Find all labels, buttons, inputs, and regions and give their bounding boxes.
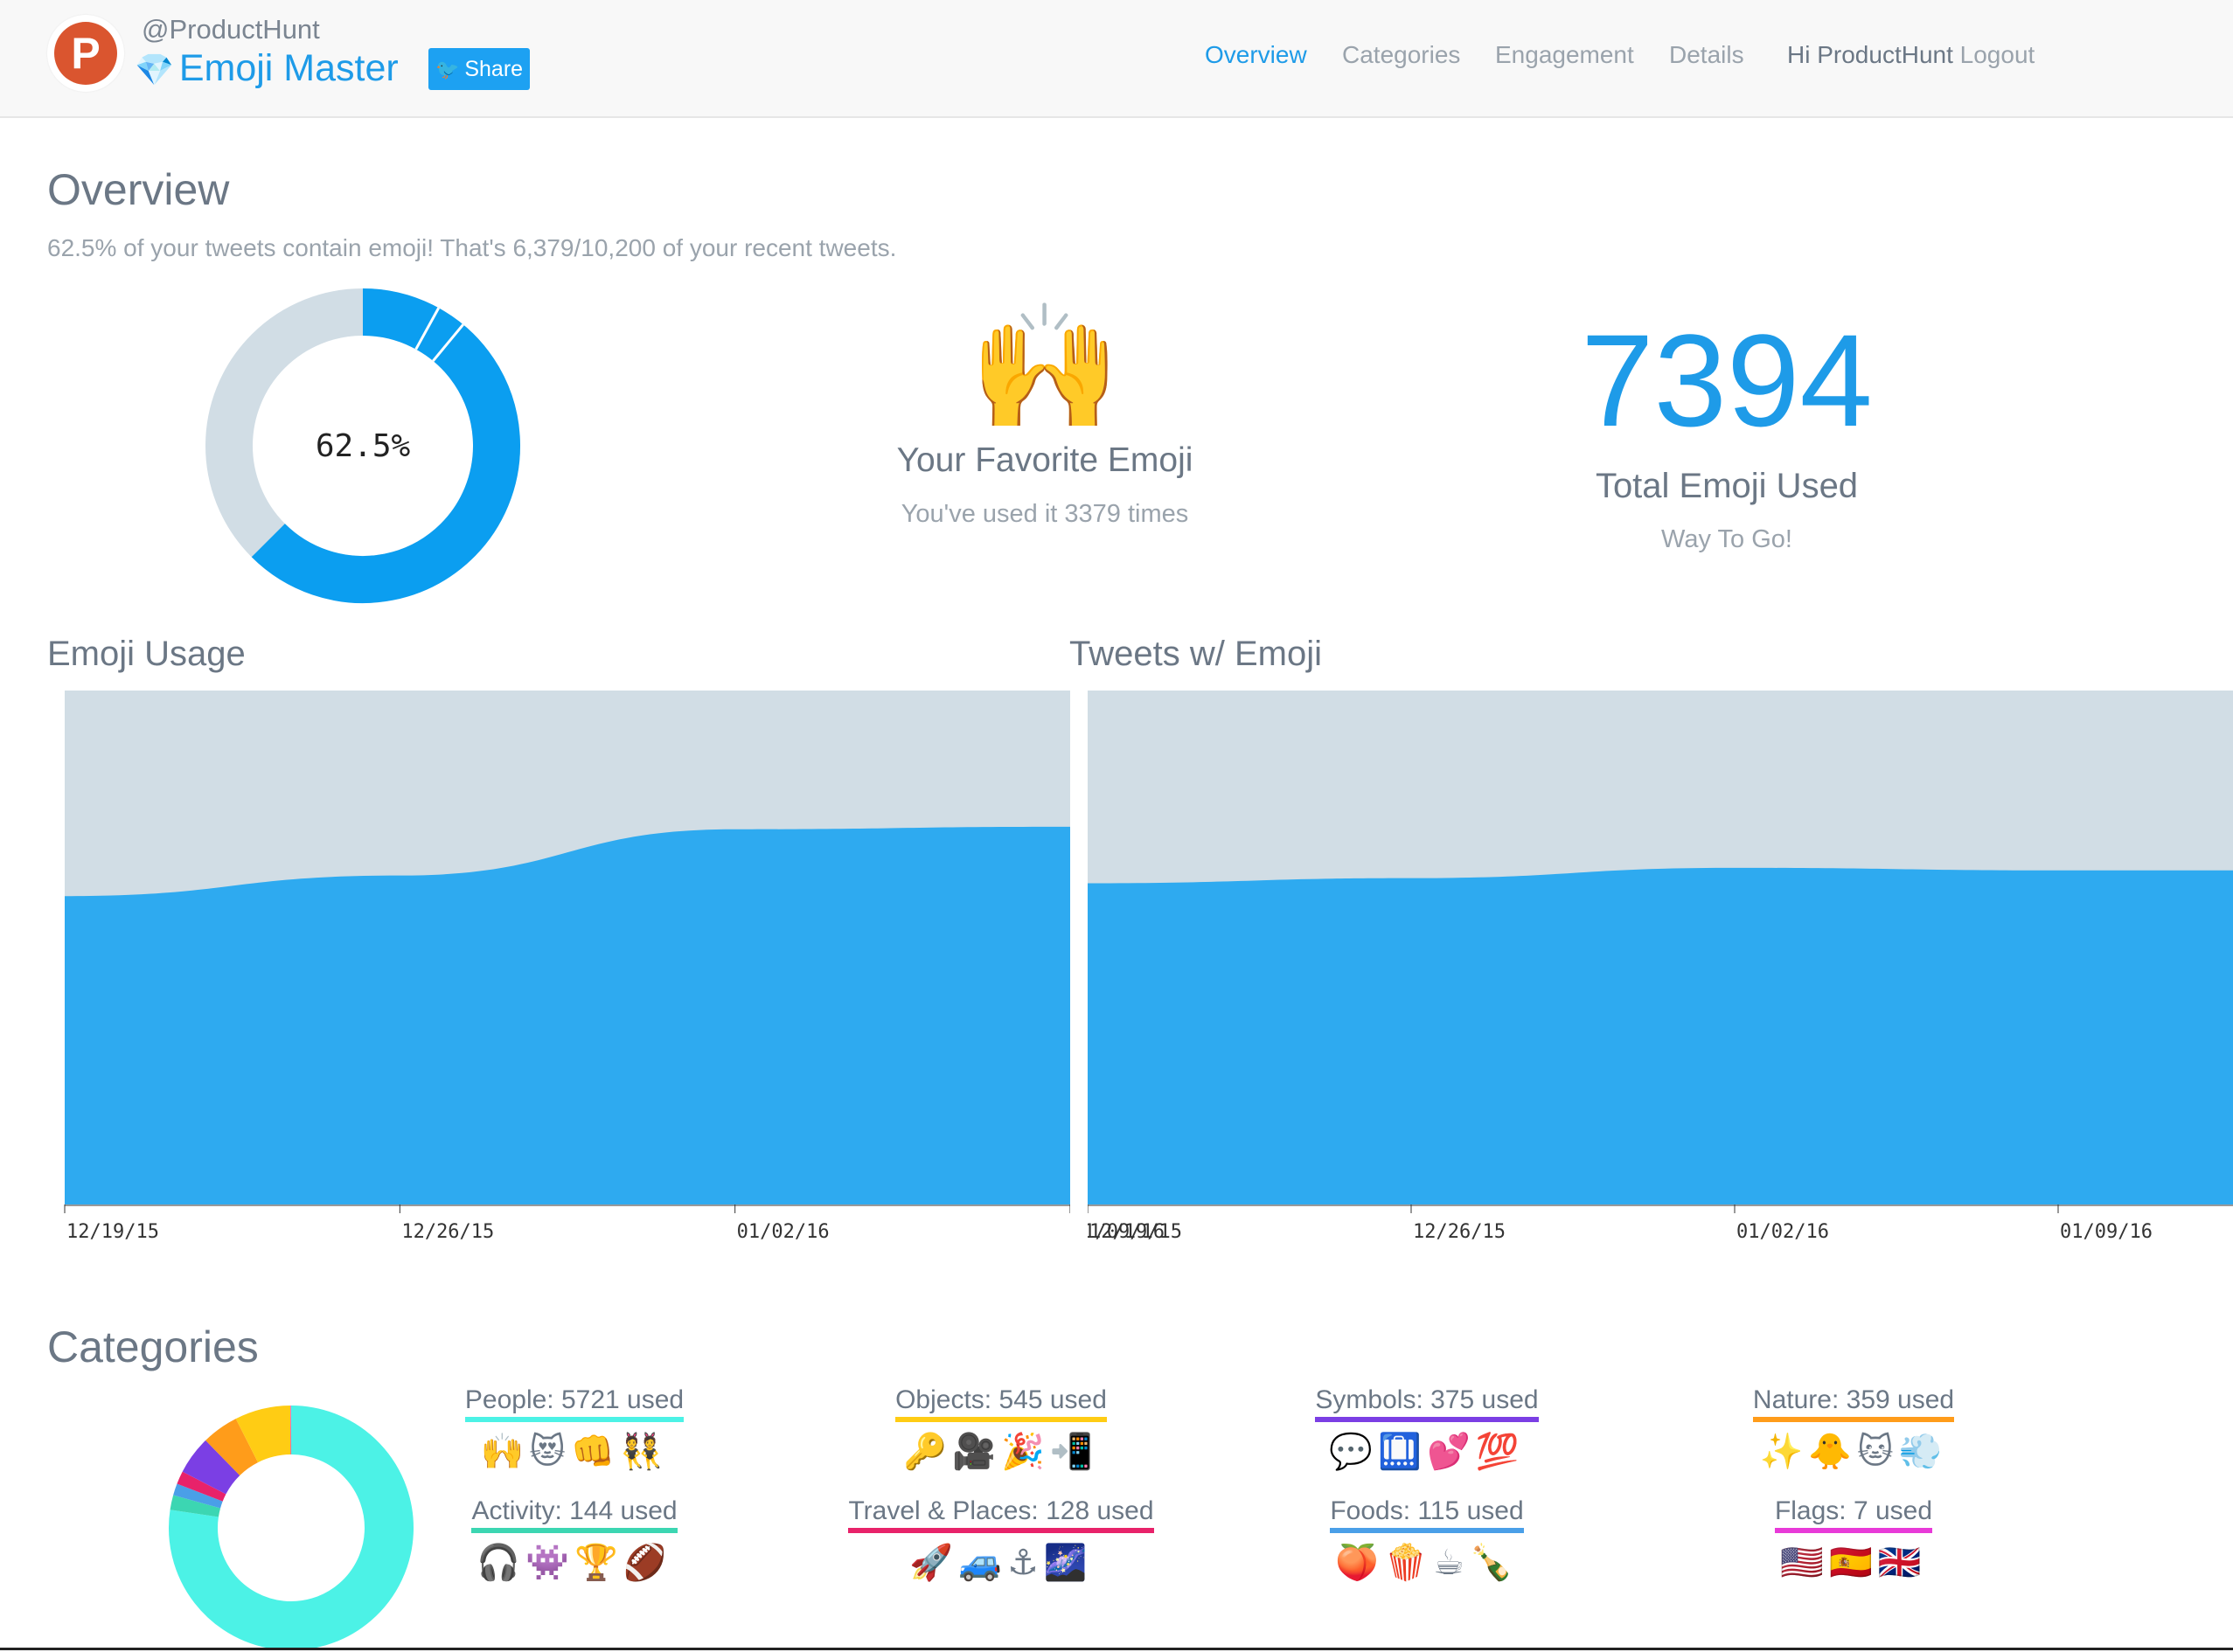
area-series: [1088, 868, 2233, 1204]
category-label[interactable]: Nature: 359 used: [1753, 1385, 1954, 1422]
x-tick-label: 01/02/16: [1736, 1221, 1829, 1241]
category-top-emojis: 🔑🎥🎉📲: [774, 1429, 1228, 1475]
x-tick-label: 01/09/16: [2060, 1221, 2153, 1241]
category-top-emojis: 🇺🇸🇪🇸🇬🇧: [1626, 1540, 2081, 1586]
category-slice[interactable]: [223, 1440, 247, 1458]
category-top-emojis: ✨🐥🐱💨: [1626, 1429, 2081, 1475]
x-tick-label: 12/19/15: [66, 1221, 159, 1241]
category-slice[interactable]: [197, 1493, 199, 1502]
category-slice[interactable]: [194, 1502, 197, 1513]
avatar[interactable]: P: [47, 15, 124, 92]
top-navbar: P @ProductHunt 💎Emoji Master 🐦Share Over…: [0, 0, 2233, 118]
category-label[interactable]: People: 5721 used: [465, 1385, 684, 1422]
category-label[interactable]: Symbols: 375 used: [1315, 1385, 1538, 1422]
category-top-emojis: 🍑🍿☕🍾: [1200, 1540, 1654, 1586]
overview-heading: Overview: [47, 164, 229, 215]
category-slice[interactable]: [200, 1482, 205, 1492]
category-item: Objects: 545 used 🔑🎥🎉📲: [774, 1385, 1228, 1475]
app-title-text: Emoji Master: [179, 47, 399, 89]
category-label[interactable]: Foods: 115 used: [1330, 1496, 1523, 1533]
x-tick-label: 12/26/15: [401, 1221, 494, 1241]
category-item: Symbols: 375 used 💬🛄💕💯: [1200, 1385, 1654, 1475]
favorite-emoji: 🙌: [962, 297, 1128, 437]
share-label: Share: [464, 57, 523, 81]
nav-engagement[interactable]: Engagement: [1495, 41, 1634, 69]
twitter-bird-icon: 🐦: [435, 59, 459, 80]
category-top-emojis: 🚀🚙⚓🌌: [774, 1540, 1228, 1586]
total-emoji-title: Total Emoji Used: [1556, 467, 1897, 506]
category-slice[interactable]: [247, 1430, 290, 1440]
chart-separator: [1070, 682, 1088, 1241]
logout-link[interactable]: Logout: [1960, 41, 2035, 68]
category-label[interactable]: Objects: 545 used: [895, 1385, 1107, 1422]
category-item: Flags: 7 used 🇺🇸🇪🇸🇬🇧: [1626, 1496, 2081, 1586]
category-slice[interactable]: [205, 1458, 223, 1483]
x-tick-label: 12/26/15: [1413, 1221, 1506, 1241]
category-top-emojis: 💬🛄💕💯: [1200, 1429, 1654, 1475]
total-emoji-number: 7394: [1556, 306, 1897, 455]
area-charts: 12/19/15 12/26/15 01/02/16 01/09/16 12/19/15…: [0, 682, 2233, 1241]
greeting-text: Hi ProductHunt: [1787, 41, 1953, 68]
user-greeting: Hi ProductHunt Logout: [1787, 41, 2035, 69]
user-handle: @ProductHunt: [142, 14, 320, 45]
nav-details[interactable]: Details: [1669, 41, 1744, 69]
category-item: Nature: 359 used ✨🐥🐱💨: [1626, 1385, 2081, 1475]
donut-percent-label: 62.5%: [262, 428, 463, 464]
category-item: Foods: 115 used 🍑🍿☕🍾: [1200, 1496, 1654, 1586]
tweets-with-emoji-title: Tweets w/ Emoji: [1069, 635, 1322, 674]
category-label[interactable]: Travel & Places: 128 used: [848, 1496, 1153, 1533]
gem-icon: 💎: [135, 52, 174, 87]
favorite-emoji-title: Your Favorite Emoji: [839, 441, 1250, 480]
category-label[interactable]: Activity: 144 used: [471, 1496, 677, 1533]
category-item: Activity: 144 used 🎧👾🏆🏈: [347, 1496, 802, 1586]
category-top-emojis: 🎧👾🏆🏈: [347, 1540, 802, 1586]
category-item: Travel & Places: 128 used 🚀🚙⚓🌌: [774, 1496, 1228, 1586]
producthunt-logo-icon: P: [54, 22, 117, 85]
nav-overview[interactable]: Overview: [1205, 41, 1307, 69]
total-emoji-subtitle: Way To Go!: [1556, 525, 1897, 554]
category-item: People: 5721 used 🙌😻👊👯: [347, 1385, 802, 1475]
categories-heading: Categories: [47, 1322, 259, 1372]
x-tick-label: 12/19/15: [1089, 1221, 1182, 1241]
favorite-emoji-count: You've used it 3379 times: [839, 500, 1250, 529]
share-button[interactable]: 🐦Share: [428, 48, 530, 90]
app-title[interactable]: 💎Emoji Master: [135, 47, 399, 90]
nav-categories[interactable]: Categories: [1342, 41, 1460, 69]
x-tick-label: 01/02/16: [737, 1221, 830, 1241]
category-label[interactable]: Flags: 7 used: [1775, 1496, 1932, 1533]
category-top-emojis: 🙌😻👊👯: [347, 1429, 802, 1475]
overview-subtitle: 62.5% of your tweets contain emoji! That…: [47, 234, 896, 262]
emoji-usage-title: Emoji Usage: [47, 635, 246, 674]
